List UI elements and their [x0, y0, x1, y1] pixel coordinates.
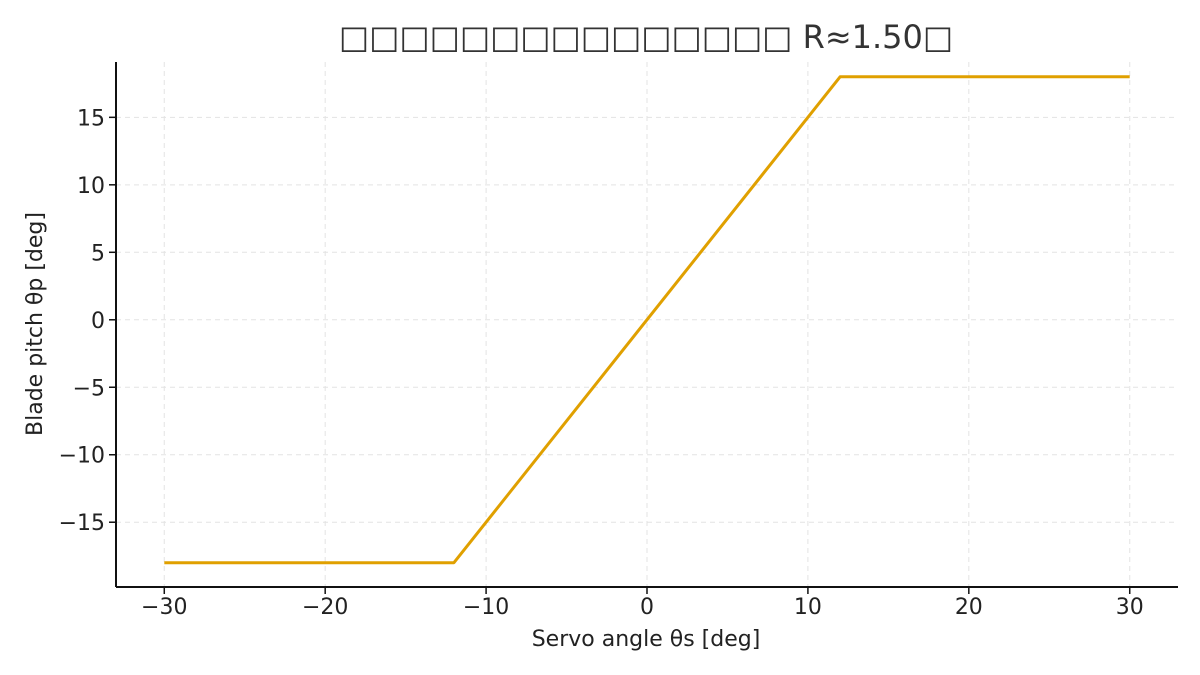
series-layer: [164, 75, 1130, 565]
y-tick-label: 15: [77, 106, 105, 131]
x-axis-label: Servo angle θs [deg]: [532, 627, 761, 652]
y-tick-label: −15: [59, 511, 105, 536]
x-tick-label: 20: [955, 595, 983, 620]
y-tick-label: −10: [59, 444, 105, 469]
x-tick-label: 10: [794, 595, 822, 620]
series-line: [164, 75, 1130, 565]
y-tick-label: 5: [91, 241, 105, 266]
y-tick-label: 10: [77, 174, 105, 199]
y-axis-label: Blade pitch θp [deg]: [23, 212, 48, 436]
x-tick-label: −20: [302, 595, 348, 620]
x-tick-label: 30: [1116, 595, 1144, 620]
y-axis-ticks: −15 −10 −5 0 5 10 15: [59, 106, 116, 536]
x-tick-label: −30: [141, 595, 187, 620]
x-tick-label: −10: [463, 595, 509, 620]
y-tick-label: 0: [91, 309, 105, 334]
x-tick-label: 0: [640, 595, 654, 620]
y-tick-label: −5: [73, 376, 105, 401]
grid: [116, 62, 1178, 587]
chart-title: □□□□□□□□□□□□□□□ R≈1.50□: [339, 18, 953, 56]
x-axis-ticks: −30 −20 −10 0 10 20 30: [141, 587, 1144, 620]
